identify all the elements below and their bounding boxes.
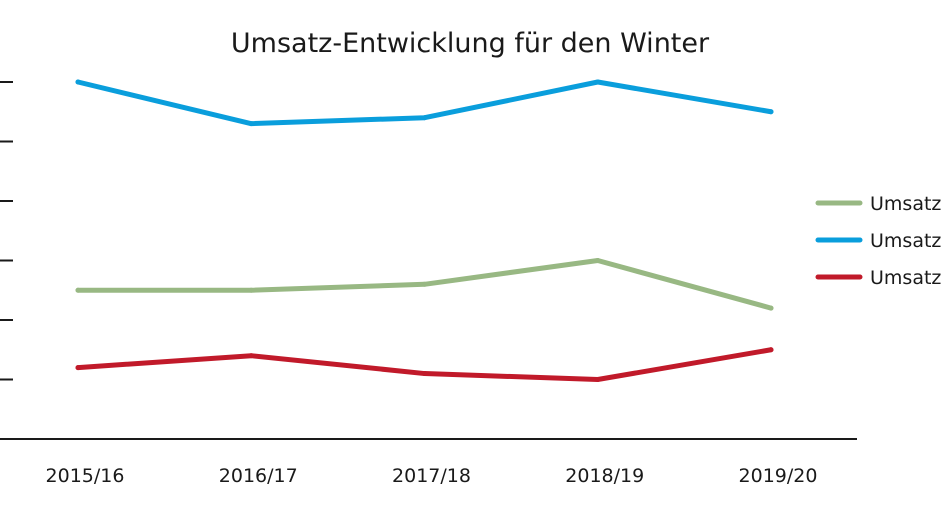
series-1 [75, 258, 774, 311]
data-point [75, 79, 81, 85]
x-tick-label: 2018/19 [565, 465, 644, 487]
data-point [75, 287, 81, 293]
data-point [595, 79, 601, 85]
x-tick-label: 2019/20 [739, 465, 818, 487]
series-2 [75, 79, 774, 127]
data-point [422, 281, 427, 287]
y-axis-ticks [0, 81, 13, 381]
legend-item: Umsatz [815, 230, 941, 252]
data-point [248, 287, 254, 293]
data-point [595, 258, 601, 263]
data-point [248, 353, 254, 359]
chart-title: Umsatz-Entwicklung für den Winter [231, 28, 710, 59]
legend-label: Umsatz [870, 267, 941, 289]
data-point [768, 305, 774, 311]
legend-item: Umsatz [815, 193, 941, 215]
legend-label: Umsatz [870, 193, 941, 215]
series-3 [75, 347, 774, 382]
data-point [422, 115, 427, 121]
data-point [595, 377, 601, 382]
legend-item: Umsatz [815, 267, 941, 289]
x-tick-label: 2017/18 [392, 465, 471, 487]
data-point [422, 371, 427, 377]
data-point [75, 365, 81, 371]
data-point [768, 347, 774, 353]
x-tick-label: 2016/17 [219, 465, 298, 487]
data-point [768, 109, 774, 115]
data-point [248, 121, 254, 127]
legend-label: Umsatz [870, 230, 941, 252]
x-tick-label: 2015/16 [46, 465, 125, 487]
x-tick-labels: 2015/16 2016/17 2017/18 2018/19 2019/20 [46, 465, 818, 487]
series-lines [75, 79, 774, 382]
legend: Umsatz Umsatz Umsatz [815, 193, 941, 289]
